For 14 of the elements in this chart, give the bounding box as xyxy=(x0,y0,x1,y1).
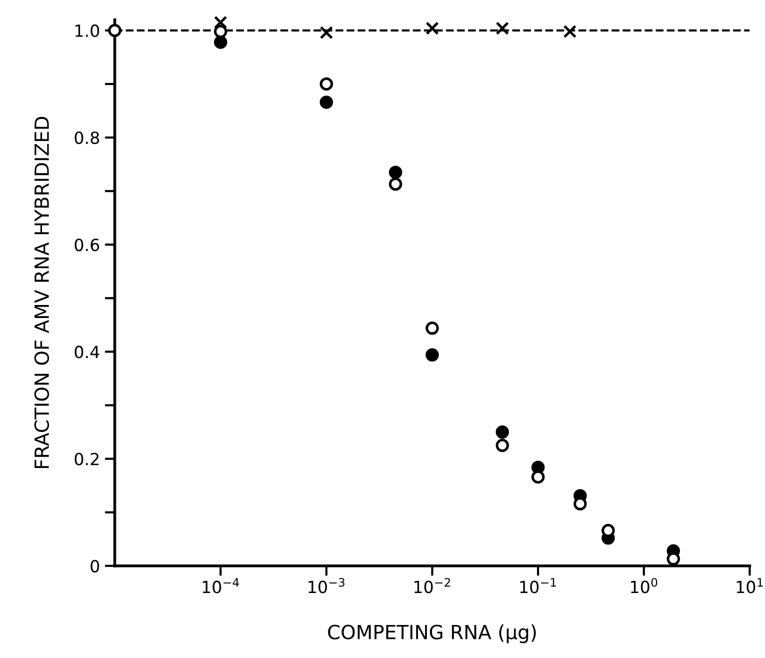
x-tick-label: 10$^{−2}$ xyxy=(414,578,450,594)
y-tick-label: 0.2 xyxy=(74,452,98,466)
x-axis-title: COMPETING RNA (μg) xyxy=(328,624,536,644)
x-tick-label: 10$^{−3}$ xyxy=(308,578,344,594)
y-tick-label: 0.8 xyxy=(74,131,100,144)
x-tick-label: 10$^{−1}$ xyxy=(520,578,556,594)
x-tick-label: 10$^{0}$ xyxy=(631,578,658,594)
x-tick-label: 10$^{1}$ xyxy=(736,578,763,594)
y-tick-label: 0 xyxy=(90,560,100,572)
y-axis-title: FRACTION OF AMV RNA HYBRIDIZED xyxy=(34,116,50,468)
y-tick-label: 1.0 xyxy=(75,24,100,38)
y-tick-label: 0.4 xyxy=(74,346,100,358)
x-tick-label: 10$^{−4}$ xyxy=(202,578,239,594)
y-tick-label: 0.6 xyxy=(74,238,100,252)
